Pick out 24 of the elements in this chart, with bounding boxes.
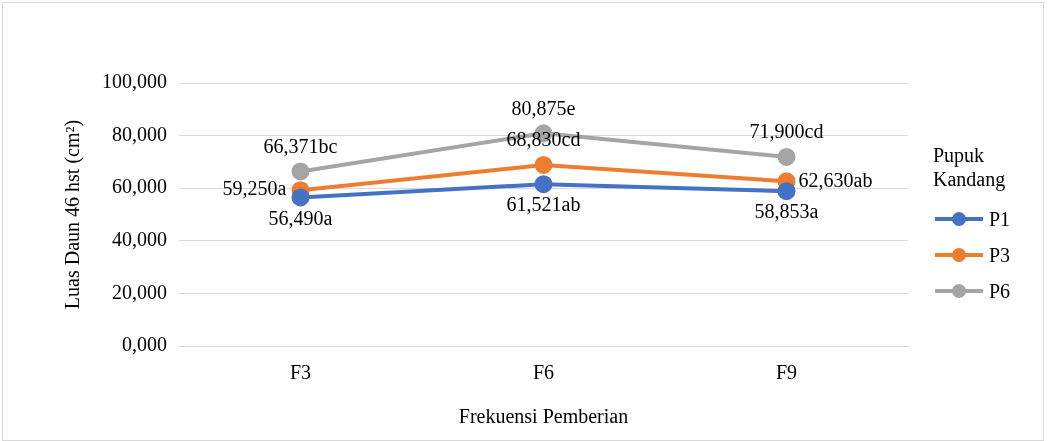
data-label: 58,853a (754, 200, 819, 223)
y-tick-label: 40,000 (112, 228, 167, 251)
y-tick-label: 80,000 (112, 122, 167, 145)
y-tick-label: 20,000 (112, 280, 167, 303)
legend-label: P1 (989, 207, 1011, 231)
legend-label: P6 (989, 279, 1011, 303)
x-tick-label: F9 (775, 361, 798, 384)
data-label: 59,250a (222, 177, 287, 200)
y-tick-label: 0,000 (122, 333, 167, 356)
legend-title: Pupuk Kandang (933, 143, 1007, 191)
data-label: 68,830cd (506, 128, 581, 151)
y-tick-label: 100,000 (102, 70, 167, 93)
data-label: 56,490a (268, 206, 333, 229)
data-label: 80,875e (511, 96, 576, 119)
data-label: 61,521ab (506, 193, 581, 216)
data-label: 71,900cd (749, 120, 824, 143)
y-tick-label: 60,000 (112, 175, 167, 198)
y-axis-title: Luas Daun 46 hst (cm²) (61, 119, 85, 310)
data-label: 66,371bc (263, 134, 338, 157)
data-label: 62,630ab (798, 168, 873, 191)
legend-label: P3 (989, 243, 1011, 267)
x-tick-label: F6 (532, 361, 555, 384)
x-tick-label: F3 (289, 361, 312, 384)
x-axis-title: Frekuensi Pemberian (458, 405, 629, 428)
